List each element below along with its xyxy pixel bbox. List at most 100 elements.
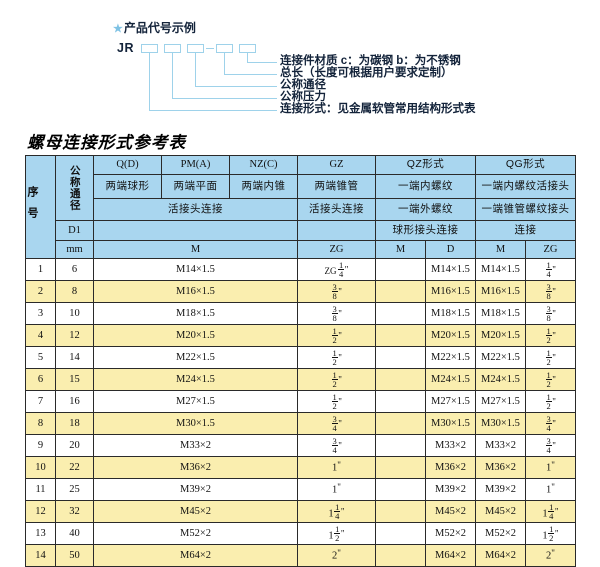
table-row: 11 25 M39×2 1" M39×2 M39×2 1" [25,478,576,501]
cell-metric-thread: M33×2 [93,434,298,457]
cell-qz-m [375,302,426,325]
table-row: 5 14 M22×1.5 1 2 " M22×1.5 M22×1.5 1 2 " [25,346,576,369]
cell-qz-m [375,368,426,391]
cell-qg-zg: 1 1 2 " [525,522,576,545]
cell-qz-m [375,544,426,567]
code-box-3 [187,44,204,53]
cell-qg-zg: 1" [525,456,576,479]
header-group-qg-code: QG形式 [475,155,576,175]
cell-qz-d: M52×2 [425,522,476,545]
code-box-2 [164,44,181,53]
cell-qg-m: M24×1.5 [475,368,526,391]
cell-qz-d: M24×1.5 [425,368,476,391]
cell-qg-zg: 1 2 " [525,368,576,391]
cell-serial-number: 2 [25,280,56,303]
header-union-desc3-empty [93,220,298,241]
cell-qz-d: M33×2 [425,434,476,457]
cell-qg-zg: 1 2 " [525,346,576,369]
table-row: 9 20 M33×2 3 4 " M33×2 M33×2 3 4 " [25,434,576,457]
header-group-gz-code: GZ [297,155,376,175]
cell-metric-thread: M22×1.5 [93,346,298,369]
leader-line-material-vertical [247,53,249,63]
cell-serial-number: 7 [25,390,56,413]
leader-line-connection-horizontal [149,110,277,112]
cell-qz-d: M30×1.5 [425,412,476,435]
cell-gz-pipe-thread: 1 1 2 " [297,522,376,545]
cell-qz-m [375,346,426,369]
cell-serial-number: 5 [25,346,56,369]
cell-qg-m: M22×1.5 [475,346,526,369]
cell-nominal-diameter: 14 [55,346,94,369]
product-code-diagram: ★产品代号示例 JR 连接件材质 c：为碳钢 b：为不锈钢 总长（长度可根据用户… [0,0,600,128]
cell-nominal-diameter: 12 [55,324,94,347]
header-group-qd-desc1: 两端球形 [93,174,162,199]
table-row: 8 18 M30×1.5 3 4 " M30×1.5 M30×1.5 3 4 " [25,412,576,435]
header-group-qg-desc1: 一端内螺纹活接头 [475,174,576,199]
code-box-4 [216,44,233,53]
cell-gz-pipe-thread: ZG 1 4 " [297,258,376,281]
cell-gz-pipe-thread: 3 4 " [297,412,376,435]
cell-qz-d: M14×1.5 [425,258,476,281]
header-unit-qz-m: M [375,240,426,259]
cell-qz-d: M18×1.5 [425,302,476,325]
cell-qg-m: M33×2 [475,434,526,457]
header-nominal-diameter-unit: mm [55,240,94,259]
leader-line-connection-vertical [149,53,151,111]
cell-serial-number: 12 [25,500,56,523]
cell-gz-pipe-thread: 1" [297,478,376,501]
cell-gz-pipe-thread: 1 2 " [297,390,376,413]
cell-metric-thread: M18×1.5 [93,302,298,325]
table-row: 6 15 M24×1.5 1 2 " M24×1.5 M24×1.5 1 2 " [25,368,576,391]
cell-metric-thread: M20×1.5 [93,324,298,347]
cell-qz-m [375,324,426,347]
cell-qz-m [375,522,426,545]
spec-table-container: 序号 公称通径 Q(D) PM(A) NZ(C) GZ QZ形式 QG形式 两端… [25,155,576,567]
header-nominal-diameter-sub: D1 [55,220,94,241]
header-nominal-diameter-label: 公称通径 [68,165,81,211]
cell-nominal-diameter: 8 [55,280,94,303]
cell-qg-zg: 3 8 " [525,280,576,303]
cell-nominal-diameter: 15 [55,368,94,391]
table-row: 12 32 M45×2 1 1 4 " M45×2 M45×2 1 1 4 " [25,500,576,523]
cell-gz-pipe-thread: 1" [297,456,376,479]
cell-qg-zg: 3 8 " [525,302,576,325]
cell-nominal-diameter: 6 [55,258,94,281]
table-row: 2 8 M16×1.5 3 8 " M16×1.5 M16×1.5 3 8 " [25,280,576,303]
cell-gz-pipe-thread: 1 1 4 " [297,500,376,523]
cell-serial-number: 9 [25,434,56,457]
header-group-qg-desc3: 连接 [475,220,576,241]
cell-qz-d: M64×2 [425,544,476,567]
code-separator-dash [206,48,214,50]
cell-metric-thread: M36×2 [93,456,298,479]
cell-qg-zg: 1 4 " [525,258,576,281]
cell-qg-m: M20×1.5 [475,324,526,347]
table-row: 7 16 M27×1.5 1 2 " M27×1.5 M27×1.5 1 2 " [25,390,576,413]
annotation-nominal-pressure: 公称压力 [280,91,326,103]
table-row: 3 10 M18×1.5 3 8 " M18×1.5 M18×1.5 3 8 " [25,302,576,325]
cell-qg-zg: 1 2 " [525,390,576,413]
cell-qg-m: M16×1.5 [475,280,526,303]
cell-qg-m: M45×2 [475,500,526,523]
leader-line-material-horizontal [247,62,277,64]
header-serial-number: 序号 [25,155,56,259]
annotation-total-length: 总长（长度可根据用户要求定制） [280,67,453,79]
cell-qg-m: M18×1.5 [475,302,526,325]
header-nominal-diameter: 公称通径 [55,155,94,221]
header-unit-qz-d: D [425,240,476,259]
cell-nominal-diameter: 16 [55,390,94,413]
cell-nominal-diameter: 40 [55,522,94,545]
cell-gz-pipe-thread: 1 2 " [297,324,376,347]
header-group-qz-code: QZ形式 [375,155,476,175]
cell-nominal-diameter: 32 [55,500,94,523]
cell-metric-thread: M27×1.5 [93,390,298,413]
cell-gz-pipe-thread: 3 8 " [297,302,376,325]
header-unit-zg-gz: ZG [297,240,376,259]
header-group-pma-desc1: 两端平面 [161,174,230,199]
cell-nominal-diameter: 22 [55,456,94,479]
header-unit-m-union: M [93,240,298,259]
header-gz-desc3-empty [297,220,376,241]
cell-gz-pipe-thread: 3 4 " [297,434,376,457]
header-serial-number-label: 序号 [26,186,38,228]
header-group-qd-code: Q(D) [93,155,162,175]
leader-line-length-vertical [224,53,226,75]
